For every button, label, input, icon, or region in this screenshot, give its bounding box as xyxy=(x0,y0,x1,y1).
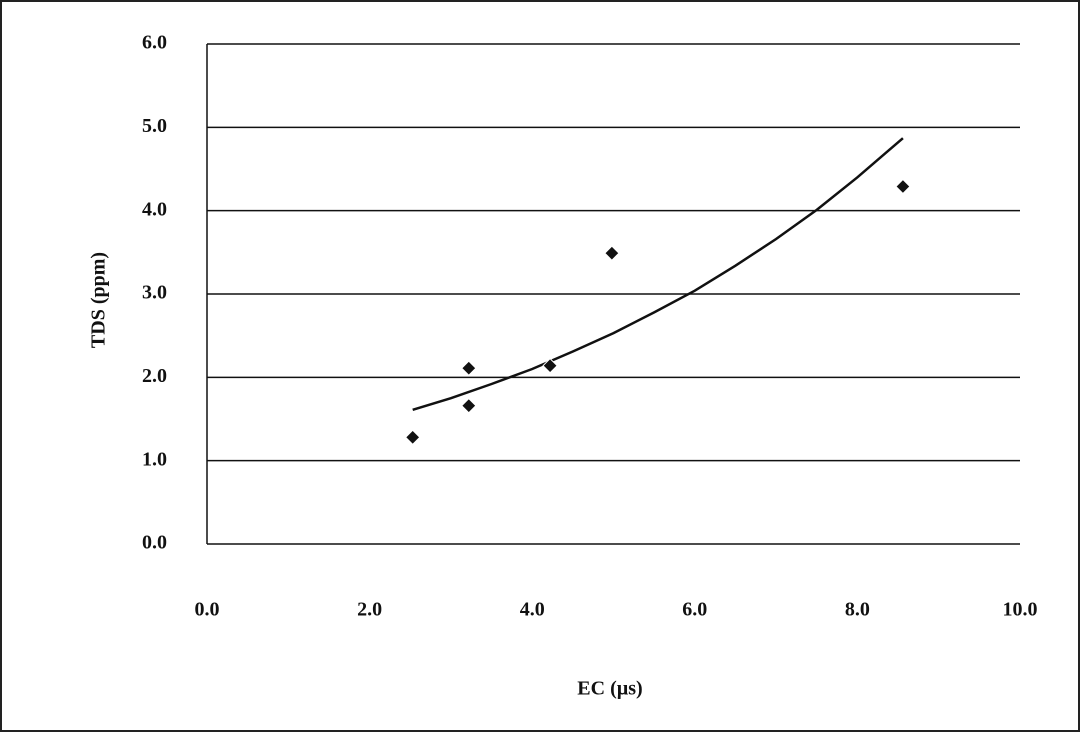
y-axis-label: TDS (ppm) xyxy=(88,252,110,348)
x-tick-label: 2.0 xyxy=(357,599,382,621)
x-tick-label: 0.0 xyxy=(195,599,220,621)
y-tick-label: 5.0 xyxy=(142,115,167,137)
y-tick-label: 6.0 xyxy=(142,32,167,54)
x-tick-label: 6.0 xyxy=(682,599,707,621)
x-axis-label: EC (µs) xyxy=(577,678,642,700)
y-tick-label: 2.0 xyxy=(142,365,167,387)
y-tick-label: 4.0 xyxy=(142,198,167,220)
data-point xyxy=(542,357,558,374)
y-tick-label: 1.0 xyxy=(142,448,167,470)
data-point xyxy=(895,178,911,195)
x-tick-label: 4.0 xyxy=(520,599,545,621)
data-point xyxy=(461,397,477,414)
data-point xyxy=(604,245,620,261)
data-point xyxy=(404,429,421,446)
trendline xyxy=(412,137,904,412)
data-point xyxy=(461,360,477,376)
x-tick-label: 8.0 xyxy=(845,599,870,621)
y-tick-label: 3.0 xyxy=(142,282,167,304)
x-tick-label: 10.0 xyxy=(1003,599,1038,621)
y-tick-label: 0.0 xyxy=(142,532,167,554)
